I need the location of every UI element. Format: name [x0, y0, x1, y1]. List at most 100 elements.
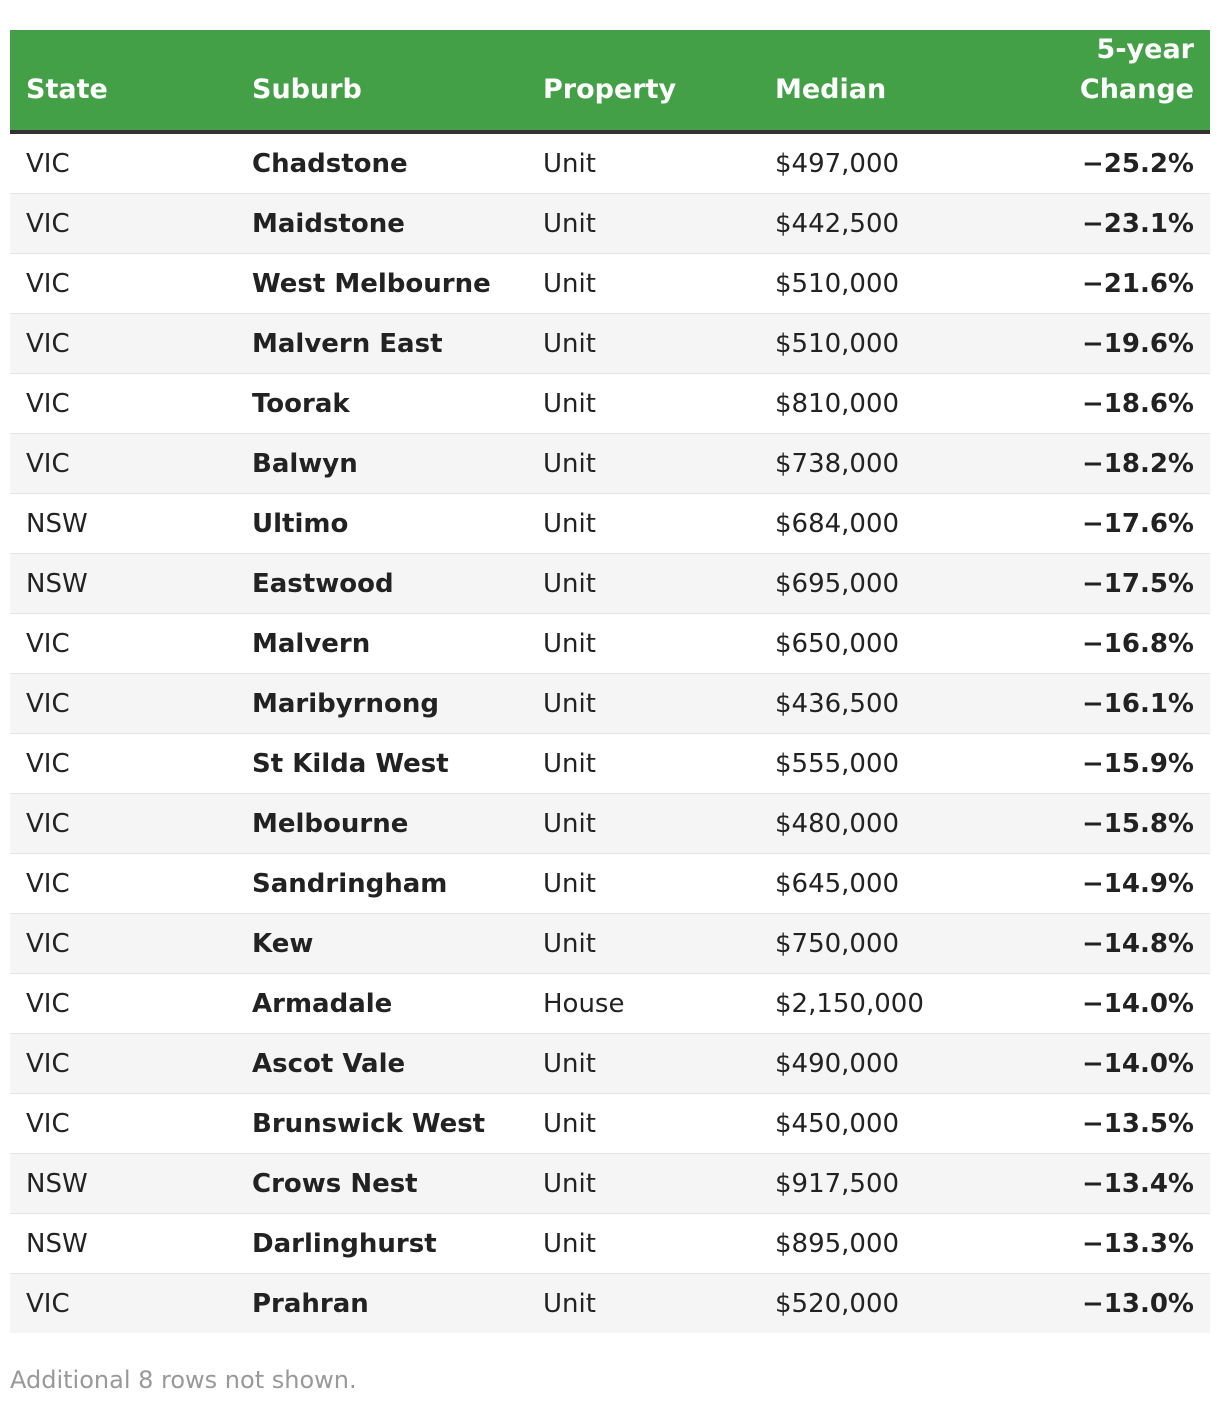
change-cell: −25.2% [1019, 132, 1210, 194]
state-cell: VIC [10, 1033, 236, 1094]
change-cell: −21.6% [1019, 253, 1210, 314]
median-cell: $650,000 [759, 613, 1019, 674]
property-cell: Unit [527, 253, 759, 314]
median-cell: $645,000 [759, 853, 1019, 914]
change-cell: −19.6% [1019, 313, 1210, 374]
header-row: State Suburb Property Median 5-year Chang… [10, 30, 1210, 134]
state-cell: VIC [10, 733, 236, 794]
header-median[interactable]: Median [759, 30, 1019, 134]
median-cell: $450,000 [759, 1093, 1019, 1154]
property-cell: Unit [527, 313, 759, 374]
suburb-cell: Eastwood [236, 553, 527, 614]
median-cell: $480,000 [759, 793, 1019, 854]
suburb-cell: Ultimo [236, 493, 527, 554]
median-cell: $917,500 [759, 1153, 1019, 1214]
suburb-cell: Armadale [236, 973, 527, 1034]
state-cell: VIC [10, 1093, 236, 1154]
header-property[interactable]: Property [527, 30, 759, 134]
suburb-cell: Sandringham [236, 853, 527, 914]
table-row: VIC Prahran Unit $520,000 −13.0% [10, 1273, 1210, 1333]
change-cell: −14.9% [1019, 853, 1210, 914]
footnote: Additional 8 rows not shown. [10, 1366, 357, 1394]
header-five-year-change[interactable]: 5-year Change [1019, 30, 1210, 134]
median-cell: $695,000 [759, 553, 1019, 614]
state-cell: VIC [10, 673, 236, 734]
data-table-container: State Suburb Property Median 5-year Chang… [10, 30, 1210, 1333]
state-cell: VIC [10, 853, 236, 914]
change-cell: −17.5% [1019, 553, 1210, 614]
suburb-cell: Darlinghurst [236, 1213, 527, 1274]
table-row: VIC St Kilda West Unit $555,000 −15.9% [10, 733, 1210, 794]
table-body: VIC Chadstone Unit $497,000 −25.2% VIC Maidsto… [10, 132, 1210, 1333]
property-cell: Unit [527, 853, 759, 914]
suburb-cell: Maidstone [236, 193, 527, 254]
suburb-cell: Ascot Vale [236, 1033, 527, 1094]
suburb-cell: Malvern East [236, 313, 527, 374]
median-cell: $510,000 [759, 313, 1019, 374]
state-cell: VIC [10, 793, 236, 854]
table-header: State Suburb Property Median 5-year Chang… [10, 30, 1210, 134]
median-cell: $497,000 [759, 132, 1019, 194]
header-state[interactable]: State [10, 30, 236, 134]
property-cell: Unit [527, 1153, 759, 1214]
state-cell: VIC [10, 1273, 236, 1333]
change-cell: −17.6% [1019, 493, 1210, 554]
suburb-price-table: State Suburb Property Median 5-year Chang… [10, 30, 1210, 1333]
median-cell: $895,000 [759, 1213, 1019, 1274]
property-cell: Unit [527, 613, 759, 674]
table-row: VIC Sandringham Unit $645,000 −14.9% [10, 853, 1210, 914]
suburb-cell: Kew [236, 913, 527, 974]
suburb-cell: Malvern [236, 613, 527, 674]
median-cell: $2,150,000 [759, 973, 1019, 1034]
state-cell: NSW [10, 1213, 236, 1274]
median-cell: $436,500 [759, 673, 1019, 734]
median-cell: $810,000 [759, 373, 1019, 434]
header-suburb[interactable]: Suburb [236, 30, 527, 134]
change-cell: −16.1% [1019, 673, 1210, 734]
change-cell: −13.3% [1019, 1213, 1210, 1274]
table-row: VIC West Melbourne Unit $510,000 −21.6% [10, 253, 1210, 314]
table-row: VIC Malvern Unit $650,000 −16.8% [10, 613, 1210, 674]
table-row: NSW Eastwood Unit $695,000 −17.5% [10, 553, 1210, 614]
table-row: VIC Malvern East Unit $510,000 −19.6% [10, 313, 1210, 374]
median-cell: $442,500 [759, 193, 1019, 254]
header-change-line-2: Change [1079, 74, 1194, 105]
table-row: VIC Melbourne Unit $480,000 −15.8% [10, 793, 1210, 854]
median-cell: $684,000 [759, 493, 1019, 554]
median-cell: $510,000 [759, 253, 1019, 314]
median-cell: $555,000 [759, 733, 1019, 794]
change-cell: −23.1% [1019, 193, 1210, 254]
table-row: VIC Brunswick West Unit $450,000 −13.5% [10, 1093, 1210, 1154]
change-cell: −13.4% [1019, 1153, 1210, 1214]
table-row: VIC Kew Unit $750,000 −14.8% [10, 913, 1210, 974]
table-row: VIC Toorak Unit $810,000 −18.6% [10, 373, 1210, 434]
suburb-cell: Melbourne [236, 793, 527, 854]
state-cell: VIC [10, 973, 236, 1034]
change-cell: −15.8% [1019, 793, 1210, 854]
state-cell: VIC [10, 433, 236, 494]
state-cell: NSW [10, 553, 236, 614]
property-cell: Unit [527, 193, 759, 254]
property-cell: Unit [527, 733, 759, 794]
property-cell: Unit [527, 913, 759, 974]
property-cell: Unit [527, 793, 759, 854]
property-cell: Unit [527, 373, 759, 434]
change-cell: −13.0% [1019, 1273, 1210, 1333]
table-row: VIC Ascot Vale Unit $490,000 −14.0% [10, 1033, 1210, 1094]
median-cell: $738,000 [759, 433, 1019, 494]
table-row: VIC Armadale House $2,150,000 −14.0% [10, 973, 1210, 1034]
header-change-line-1: 5-year [1096, 34, 1194, 65]
property-cell: Unit [527, 132, 759, 194]
state-cell: VIC [10, 313, 236, 374]
property-cell: Unit [527, 1213, 759, 1274]
suburb-cell: Maribyrnong [236, 673, 527, 734]
state-cell: NSW [10, 493, 236, 554]
median-cell: $520,000 [759, 1273, 1019, 1333]
suburb-cell: Crows Nest [236, 1153, 527, 1214]
state-cell: NSW [10, 1153, 236, 1214]
change-cell: −18.6% [1019, 373, 1210, 434]
property-cell: Unit [527, 553, 759, 614]
table-row: NSW Crows Nest Unit $917,500 −13.4% [10, 1153, 1210, 1214]
property-cell: Unit [527, 493, 759, 554]
change-cell: −16.8% [1019, 613, 1210, 674]
